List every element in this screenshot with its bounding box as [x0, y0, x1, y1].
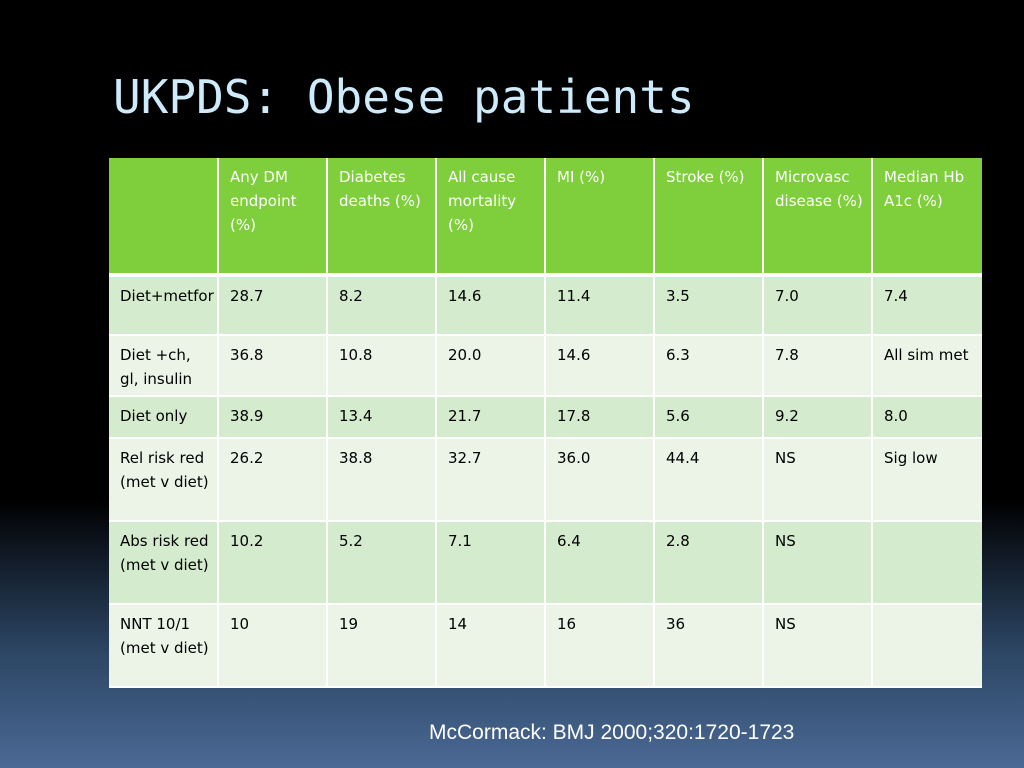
table-cell — [872, 521, 982, 605]
table-cell: 36.0 — [545, 438, 655, 522]
row-label-cell: Diet+metfor — [109, 275, 219, 336]
slide-title: UKPDS: Obese patients — [113, 70, 695, 124]
row-label-cell: Rel risk red (met v diet) — [109, 438, 219, 522]
table-cell: 6.4 — [545, 521, 655, 605]
table-cell: 28.7 — [218, 275, 328, 336]
table-cell: Sig low — [872, 438, 982, 522]
table-cell: 10.8 — [327, 335, 437, 397]
table-cell: 38.9 — [218, 396, 328, 439]
table-cell: NS — [763, 521, 873, 605]
table-cell: 21.7 — [436, 396, 546, 439]
table-cell — [872, 604, 982, 688]
table-cell: 2.8 — [654, 521, 764, 605]
table-cell: 6.3 — [654, 335, 764, 397]
table-cell: 7.1 — [436, 521, 546, 605]
table-cell: All sim met — [872, 335, 982, 397]
table-cell: 3.5 — [654, 275, 764, 336]
header-cell-blank — [109, 158, 219, 277]
table-row: Diet+metfor 28.7 8.2 14.6 11.4 3.5 7.0 7… — [109, 275, 982, 336]
table-cell: 19 — [327, 604, 437, 688]
table-cell: 17.8 — [545, 396, 655, 439]
row-label-cell: Abs risk red (met v diet) — [109, 521, 219, 605]
header-cell-diabetes-deaths: Diabetes deaths (%) — [327, 158, 437, 277]
table-cell: 8.0 — [872, 396, 982, 439]
table-row: Diet +ch, gl, insulin 36.8 10.8 20.0 14.… — [109, 335, 982, 397]
table-cell: 5.2 — [327, 521, 437, 605]
table-cell: 20.0 — [436, 335, 546, 397]
table-cell: 9.2 — [763, 396, 873, 439]
row-label-cell: Diet +ch, gl, insulin — [109, 335, 219, 397]
header-cell-all-cause-mortality: All cause mortality (%) — [436, 158, 546, 277]
table-cell: 16 — [545, 604, 655, 688]
table-row: Rel risk red (met v diet) 26.2 38.8 32.7… — [109, 438, 982, 522]
results-table-container: Any DM endpoint (%) Diabetes deaths (%) … — [109, 158, 982, 688]
table-cell: 14.6 — [436, 275, 546, 336]
header-cell-microvasc-disease: Microvasc disease (%) — [763, 158, 873, 277]
table-cell: 7.8 — [763, 335, 873, 397]
table-cell: 32.7 — [436, 438, 546, 522]
table-cell: 7.4 — [872, 275, 982, 336]
header-cell-mi: MI (%) — [545, 158, 655, 277]
table-cell: 5.6 — [654, 396, 764, 439]
header-cell-median-hba1c: Median Hb A1c (%) — [872, 158, 982, 277]
table-cell: 10.2 — [218, 521, 328, 605]
header-cell-stroke: Stroke (%) — [654, 158, 764, 277]
header-cell-any-dm-endpoint: Any DM endpoint (%) — [218, 158, 328, 277]
table-cell: 13.4 — [327, 396, 437, 439]
table-cell: 26.2 — [218, 438, 328, 522]
table-cell: 36.8 — [218, 335, 328, 397]
table-cell: 44.4 — [654, 438, 764, 522]
table-cell: 14 — [436, 604, 546, 688]
table-cell: 8.2 — [327, 275, 437, 336]
results-table: Any DM endpoint (%) Diabetes deaths (%) … — [109, 158, 982, 688]
table-header-row: Any DM endpoint (%) Diabetes deaths (%) … — [109, 158, 982, 277]
table-cell: 38.8 — [327, 438, 437, 522]
table-cell: NS — [763, 438, 873, 522]
table-cell: 7.0 — [763, 275, 873, 336]
row-label-cell: Diet only — [109, 396, 219, 439]
table-cell: 36 — [654, 604, 764, 688]
table-cell: 11.4 — [545, 275, 655, 336]
row-label-cell: NNT 10/1 (met v diet) — [109, 604, 219, 688]
table-row: Diet only 38.9 13.4 21.7 17.8 5.6 9.2 8.… — [109, 396, 982, 439]
table-cell: NS — [763, 604, 873, 688]
table-cell: 10 — [218, 604, 328, 688]
table-row: NNT 10/1 (met v diet) 10 19 14 16 36 NS — [109, 604, 982, 688]
table-cell: 14.6 — [545, 335, 655, 397]
table-row: Abs risk red (met v diet) 10.2 5.2 7.1 6… — [109, 521, 982, 605]
citation: McCormack: BMJ 2000;320:1720-1723 — [429, 721, 795, 744]
